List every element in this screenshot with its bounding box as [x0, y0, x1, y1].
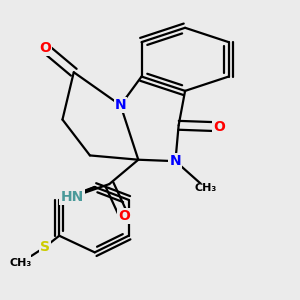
Text: CH₃: CH₃ — [9, 258, 32, 268]
Text: CH₃: CH₃ — [195, 183, 217, 194]
Text: N: N — [115, 98, 126, 112]
Text: HN: HN — [61, 190, 84, 204]
Text: S: S — [40, 240, 50, 254]
Text: N: N — [169, 154, 181, 168]
Text: O: O — [213, 120, 225, 134]
Text: O: O — [39, 41, 51, 55]
Text: O: O — [118, 209, 130, 223]
